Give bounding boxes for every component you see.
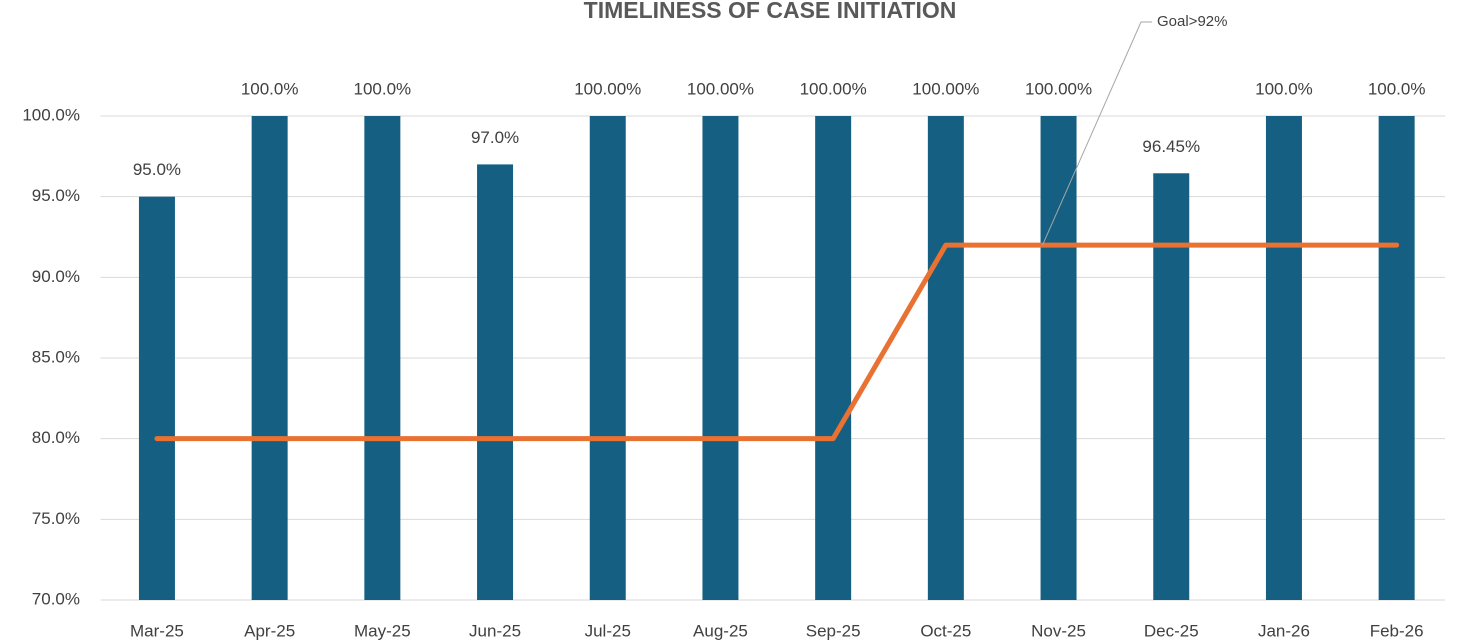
x-tick-label: Sep-25	[806, 621, 861, 640]
x-tick-label: Feb-26	[1370, 621, 1424, 640]
y-tick-label: 70.0%	[32, 589, 80, 608]
y-tick-label: 80.0%	[32, 428, 80, 447]
bar	[1153, 173, 1190, 601]
bar	[927, 116, 964, 600]
x-tick-label: Aug-25	[693, 621, 748, 640]
y-tick-label: 100.0%	[22, 105, 80, 124]
data-label: 100.0%	[354, 79, 412, 98]
x-tick-label: Jul-25	[585, 621, 631, 640]
x-tick-label: Mar-25	[130, 621, 184, 640]
data-label: 100.00%	[912, 79, 979, 98]
bar	[364, 116, 401, 600]
data-label: 100.00%	[1025, 79, 1092, 98]
bar	[702, 116, 739, 600]
data-label: 100.0%	[241, 79, 299, 98]
bar	[138, 196, 175, 600]
bar	[1378, 116, 1415, 600]
y-tick-label: 95.0%	[32, 186, 80, 205]
bar	[1265, 116, 1302, 600]
y-tick-label: 90.0%	[32, 267, 80, 286]
data-label: 100.00%	[687, 79, 754, 98]
x-tick-label: May-25	[354, 621, 411, 640]
data-label: 95.0%	[133, 160, 181, 179]
x-tick-label: Dec-25	[1144, 621, 1199, 640]
x-tick-label: Nov-25	[1031, 621, 1086, 640]
data-label: 100.00%	[574, 79, 641, 98]
y-tick-label: 85.0%	[32, 347, 80, 366]
bar	[477, 164, 514, 600]
x-tick-label: Jun-25	[469, 621, 521, 640]
annotation-leader	[1042, 21, 1152, 246]
y-tick-label: 75.0%	[32, 509, 80, 528]
x-tick-label: Jan-26	[1258, 621, 1310, 640]
data-label: 97.0%	[471, 128, 519, 147]
bar	[1040, 116, 1077, 600]
bar	[589, 116, 626, 600]
goal-line	[154, 242, 1400, 442]
data-label: 100.0%	[1368, 79, 1426, 98]
bar	[251, 116, 288, 600]
data-label: 100.00%	[800, 79, 867, 98]
data-label: 96.45%	[1142, 137, 1200, 156]
annotation: Goal>92%	[1157, 13, 1227, 30]
data-label: 100.0%	[1255, 79, 1313, 98]
chart-title: TIMELINESS OF CASE INITIATION	[584, 0, 957, 23]
bar	[815, 116, 852, 600]
x-tick-label: Oct-25	[920, 621, 971, 640]
x-tick-label: Apr-25	[244, 621, 295, 640]
